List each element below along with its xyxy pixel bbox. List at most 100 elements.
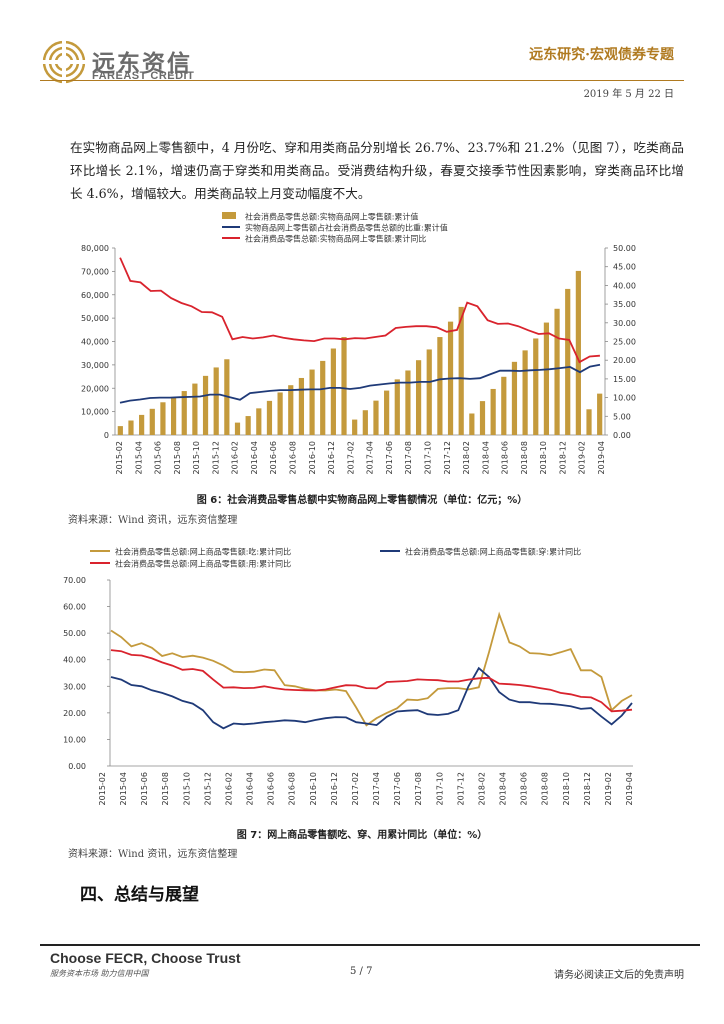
bar-online-retail-cumulative [522,350,528,435]
x-tick-label: 2018-08 [520,441,529,474]
bar-online-retail-cumulative [309,369,315,435]
bar-online-retail-cumulative [192,383,198,435]
bar-online-retail-cumulative [405,370,411,435]
x-tick-label: 2017-10 [423,441,432,474]
bar-online-retail-cumulative [160,402,166,435]
bar-online-retail-cumulative [139,414,145,435]
x-tick-label: 2017-10 [435,772,444,805]
legend-label: 实物商品网上零售额占社会消费品零售总额的比重:累计值 [245,223,448,233]
x-tick-label: 2016-06 [267,772,276,805]
bar-online-retail-cumulative [181,391,187,435]
figure-7-chart: 社会消费品零售总额:网上商品零售额:吃:累计同比 社会消费品零售总额:网上商品零售… [63,547,634,806]
x-tick-label: 2017-08 [414,772,423,805]
bar-online-retail-cumulative [362,410,368,435]
x-tick-label: 2015-06 [140,772,149,805]
y-right-tick-label: 45.00 [613,263,636,272]
x-tick-label: 2016-06 [269,441,278,474]
x-tick-label: 2016-10 [309,772,318,805]
y-right-tick-label: 50.00 [613,244,636,253]
line-food-yoy [110,611,633,727]
bar-online-retail-cumulative [586,409,592,435]
line-share-of-retail [119,363,601,404]
bar-online-retail-cumulative [384,390,390,435]
bar-online-retail-cumulative [330,348,336,435]
x-tick-label: 2015-12 [211,441,220,474]
report-date: 2019 年 5 月 22 日 [583,89,674,100]
body-paragraph: 在实物商品网上零售额中，4 月份吃、穿和用类商品分别增长 26.7%、23.7%… [70,140,684,201]
disclaimer-link[interactable]: 请务必阅读正文后的免责声明 [554,970,684,981]
y-left-tick-label: 30,000 [81,361,109,370]
bar-online-retail-cumulative [256,408,262,435]
x-tick-label: 2016-10 [308,441,317,474]
y-tick-label: 0.00 [68,762,86,771]
bar-online-retail-cumulative [501,376,507,435]
bar-online-retail-cumulative [415,360,422,435]
x-tick-label: 2017-04 [366,441,375,474]
bar-online-retail-cumulative [511,361,518,435]
figure-6-source: 资料来源：Wind 资讯，远东资信整理 [68,515,238,526]
bar-online-retail-cumulative [426,349,432,435]
x-tick-label: 2018-02 [462,441,471,474]
x-tick-label: 2018-10 [562,772,571,805]
x-tick-label: 2018-04 [481,441,490,474]
x-tick-label: 2019-02 [578,441,587,474]
x-tick-label: 2018-02 [477,772,486,805]
y-left-tick-label: 80,000 [81,244,109,253]
y-right-tick-label: 5.00 [613,412,631,421]
bar-online-retail-cumulative [533,338,539,435]
x-tick-label: 2016-08 [288,772,297,805]
x-tick-label: 2015-12 [203,772,212,805]
legend-label: 社会消费品零售总额:网上商品零售额:穿:累计同比 [405,547,581,557]
bar-online-retail-cumulative [565,288,571,435]
x-tick-label: 2015-02 [98,772,107,805]
y-right-tick-label: 15.00 [613,375,636,384]
y-left-tick-label: 50,000 [81,314,109,323]
figure-7-source: 资料来源：Wind 资讯，远东资信整理 [68,849,238,860]
x-tick-label: 2018-04 [499,772,508,805]
y-tick-label: 60.00 [63,603,86,612]
x-tick-label: 2017-12 [456,772,465,805]
x-tick-label: 2016-02 [231,441,240,474]
x-tick-label: 2015-04 [134,441,143,474]
bar-online-retail-cumulative [266,400,273,435]
x-tick-label: 2019-04 [625,772,634,805]
header-divider [40,80,684,81]
line-apparel-yoy [110,666,633,730]
y-right-tick-label: 40.00 [613,281,636,290]
y-tick-label: 70.00 [63,576,86,585]
bar-online-retail-cumulative [117,426,123,435]
bar-online-retail-cumulative [320,360,326,435]
bar-online-retail-cumulative [479,401,486,435]
y-left-tick-label: 0 [104,431,109,440]
bar-online-retail-cumulative [469,413,475,435]
figure-7-caption: 图 7：网上商品零售额吃、穿、用累计同比（单位：%） [236,830,488,841]
y-right-tick-label: 35.00 [613,300,636,309]
x-tick-label: 2018-06 [520,772,529,805]
x-tick-label: 2016-12 [330,772,339,805]
line-yoy-growth [119,257,600,364]
y-right-tick-label: 20.00 [613,356,636,365]
y-right-tick-label: 30.00 [613,319,636,328]
x-tick-label: 2017-06 [385,441,394,474]
figure-6-caption: 图 6：社会消费品零售总额中实物商品网上零售额情况（单位：亿元；%） [196,495,528,506]
x-tick-label: 2019-04 [597,441,606,474]
bar-online-retail-cumulative [352,419,358,435]
x-tick-label: 2017-02 [346,441,355,474]
bar-online-retail-cumulative [277,392,283,435]
bar-online-retail-cumulative [373,400,379,435]
y-tick-label: 40.00 [63,656,86,665]
y-left-tick-label: 40,000 [81,338,109,347]
y-tick-label: 50.00 [63,629,86,638]
bar-online-retail-cumulative [298,377,305,435]
x-tick-label: 2016-04 [246,772,255,805]
bar-online-retail-cumulative [128,420,134,435]
bar-online-retail-cumulative [394,379,400,435]
bar-online-retail-cumulative [458,306,464,435]
company-logo-icon [42,40,86,84]
x-tick-label: 2017-04 [372,772,381,805]
x-tick-label: 2016-04 [250,441,259,474]
y-right-tick-label: 25.00 [613,338,636,347]
x-tick-label: 2017-12 [443,441,452,474]
x-tick-label: 2018-12 [558,441,567,474]
bar-online-retail-cumulative [213,367,219,435]
